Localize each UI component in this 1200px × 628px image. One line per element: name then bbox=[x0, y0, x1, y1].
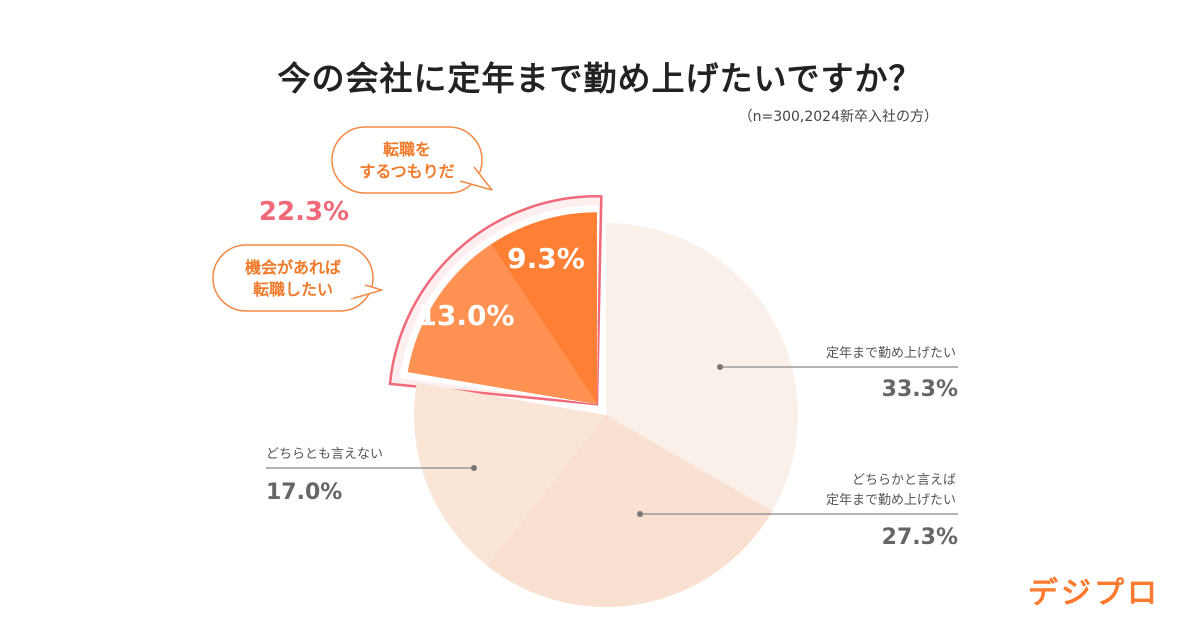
pie-slice-3 bbox=[413, 382, 606, 566]
bubble-transfer-if-chance bbox=[212, 244, 374, 312]
pie-slice-2 bbox=[486, 415, 773, 607]
bubble-transfer-if-chance-line1: 機会があれば bbox=[245, 258, 341, 277]
group-value: 22.3% bbox=[259, 197, 349, 227]
slice3-value: 17.0% bbox=[266, 480, 342, 505]
pie-slice-1 bbox=[606, 223, 798, 511]
slice2-value: 27.3% bbox=[882, 525, 958, 550]
bubble-transfer-if-chance-line2: 転職したい bbox=[253, 280, 333, 299]
chart-title: 今の会社に定年まで勤め上げたいですか？ bbox=[277, 59, 923, 98]
slice3-label: どちらとも言えない bbox=[266, 447, 383, 462]
slice1-label: 定年まで勤め上げたい bbox=[826, 346, 956, 361]
slice2-label-line2: 定年まで勤め上げたい bbox=[826, 493, 956, 508]
slice3-dot bbox=[471, 465, 477, 471]
bubble-transfer-plan-line1: 転職を bbox=[383, 140, 431, 159]
bubble-transfer-if-chance-tail bbox=[350, 284, 383, 300]
slice2-label-line1: どちらかと言えば bbox=[852, 473, 956, 488]
sample-note: （n=300,2024新卒入社の方） bbox=[738, 109, 938, 125]
pie-slice-4 bbox=[407, 244, 597, 405]
bubble-transfer-plan bbox=[331, 126, 483, 194]
brand-logo: デジプロ bbox=[1028, 576, 1160, 611]
slice2-dot bbox=[637, 511, 643, 517]
bubble-transfer-plan-tail-cover bbox=[458, 164, 475, 182]
slice5-value: 9.3% bbox=[507, 242, 585, 275]
bubble-transfer-if-chance-tail-cover bbox=[349, 282, 366, 300]
slice1-dot bbox=[717, 364, 723, 370]
bubble-transfer-plan-line2: するつもりだ bbox=[359, 162, 454, 181]
pie-slice-5 bbox=[490, 212, 597, 405]
slice1-value: 33.3% bbox=[882, 377, 958, 402]
slice4-value: 13.0% bbox=[417, 299, 514, 332]
bubble-transfer-plan-tail bbox=[459, 166, 493, 191]
